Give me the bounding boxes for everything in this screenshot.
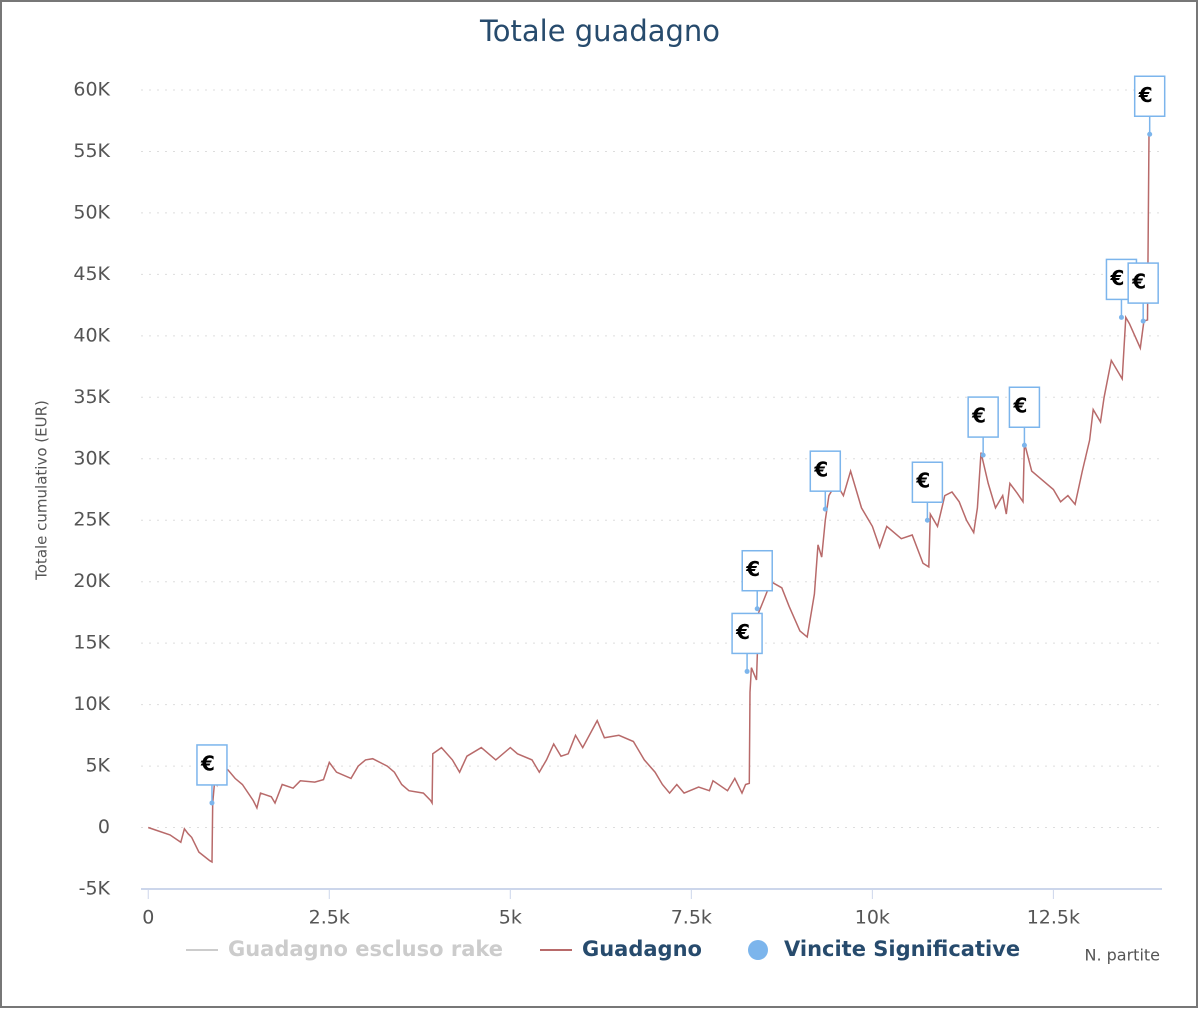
significant-win xyxy=(924,517,930,523)
significant-win xyxy=(754,606,760,612)
significant-win xyxy=(744,668,750,674)
y-tick-label: 40K xyxy=(73,324,110,346)
significant-win xyxy=(1147,131,1153,137)
flag: € xyxy=(1127,262,1159,322)
x-tick-label: 0 xyxy=(142,907,154,929)
flag-box xyxy=(1127,262,1159,304)
flag-box xyxy=(1008,386,1041,428)
y-tick-label: 15K xyxy=(73,632,110,654)
significant-win xyxy=(1118,314,1124,320)
x-tick-label: 5k xyxy=(499,907,522,929)
legend-item: Guadagno xyxy=(582,937,702,961)
flag-box xyxy=(1133,75,1166,118)
y-tick-label: 20K xyxy=(73,570,110,592)
flag: € xyxy=(731,612,763,672)
y-tick-label: 10K xyxy=(73,693,110,715)
flag-label: € xyxy=(200,751,215,775)
y-tick-label: 50K xyxy=(73,201,110,223)
y-tick-label: 30K xyxy=(73,447,110,469)
chart-title: Totale guadagno xyxy=(479,14,720,48)
significant-win xyxy=(1021,442,1027,448)
flag-label: € xyxy=(1131,270,1146,294)
y-tick-label: 55K xyxy=(73,140,110,162)
flag-label: € xyxy=(1109,266,1124,290)
significant-win xyxy=(1140,318,1146,324)
significant-win xyxy=(822,506,828,512)
flag-label: € xyxy=(813,458,828,482)
legend-symbol xyxy=(748,940,768,960)
x-tick-label: 12.5k xyxy=(1027,907,1080,929)
flag: € xyxy=(809,450,842,510)
line-series xyxy=(147,134,1150,864)
y-tick-label: 0 xyxy=(98,816,110,838)
flag: € xyxy=(1008,386,1041,446)
flag-label: € xyxy=(745,557,760,581)
y-axis-title: Totale cumulativo (EUR) xyxy=(33,400,51,581)
x-tick-label: 7.5k xyxy=(671,907,712,929)
y-tick-label: 45K xyxy=(73,263,110,285)
flag-label: € xyxy=(971,404,986,428)
y-tick-label: 60K xyxy=(73,79,110,101)
flag-label: € xyxy=(735,620,750,644)
y-tick-label: -5K xyxy=(79,878,111,900)
flag: € xyxy=(967,396,999,456)
x-tick-label: 10k xyxy=(855,907,890,929)
x-axis-title: N. partite xyxy=(1084,946,1160,965)
flag: € xyxy=(741,549,773,609)
legend-item: Vincite Significative xyxy=(784,937,1020,961)
flag-label: € xyxy=(1012,394,1027,418)
y-tick-label: 5K xyxy=(85,755,110,777)
flag-box xyxy=(809,450,842,492)
significant-win xyxy=(980,452,986,458)
flag-label: € xyxy=(1138,83,1153,107)
y-tick-label: 35K xyxy=(73,386,110,408)
flag-box xyxy=(731,612,763,655)
legend-item: Guadagno escluso rake xyxy=(228,937,503,961)
flag: € xyxy=(1133,75,1166,135)
flag-box xyxy=(911,461,944,503)
significant-win xyxy=(209,800,215,806)
flag: € xyxy=(911,461,944,521)
flag-box xyxy=(196,744,228,786)
flag-box xyxy=(741,549,773,592)
flag-box xyxy=(967,396,999,438)
flag: € xyxy=(196,744,228,803)
y-tick-label: 25K xyxy=(73,509,110,531)
flag-label: € xyxy=(915,469,930,493)
x-tick-label: 2.5k xyxy=(309,907,350,929)
